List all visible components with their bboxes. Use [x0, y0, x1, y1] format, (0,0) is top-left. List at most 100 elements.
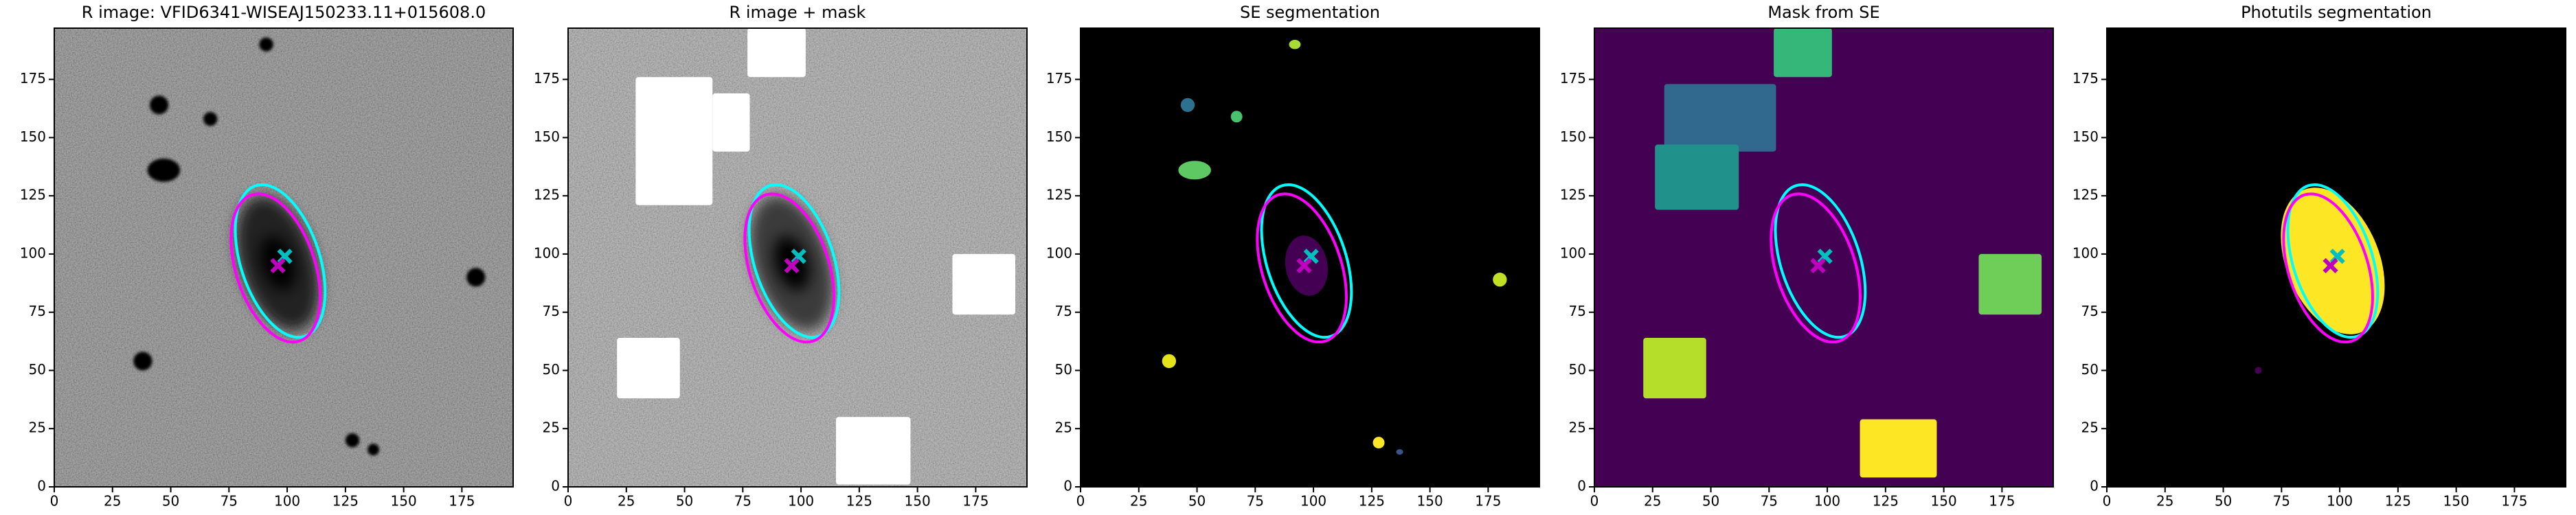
region [747, 28, 806, 78]
panel-title: R image + mask [730, 3, 866, 22]
image-area [568, 28, 1027, 487]
x-tick-label: 75 [2273, 493, 2290, 510]
y-tick-label: 75 [1055, 303, 1072, 319]
x-tick-label: 75 [1761, 493, 1778, 510]
region [1774, 28, 1832, 78]
y-tick-label: 175 [2072, 70, 2099, 87]
fit-ellipse [1256, 192, 1348, 344]
y-tick-label: 175 [534, 70, 560, 87]
region [1643, 337, 1706, 399]
x-tick-label: 100 [788, 493, 814, 510]
y-tick-label: 100 [534, 244, 560, 261]
y-tick-label: 50 [1569, 361, 1586, 378]
y-tick-label: 150 [20, 128, 46, 145]
y-tick-label: 25 [1569, 420, 1586, 436]
axes-frame [1080, 27, 1540, 488]
source [203, 112, 218, 126]
source [1396, 449, 1403, 455]
image-area [1594, 28, 2053, 487]
x-tick-label: 25 [1644, 493, 1661, 510]
source [259, 37, 273, 52]
x-tick-label: 100 [2327, 493, 2353, 510]
y-tick-label: 0 [1577, 478, 1586, 494]
x-tick-label: 75 [734, 493, 752, 510]
x-tick-label: 50 [2215, 493, 2232, 510]
y-tick-label: 50 [2081, 361, 2099, 378]
fit-ellipse [1260, 183, 1353, 339]
y-tick-label: 50 [1055, 361, 1072, 378]
y-tick-label: 125 [534, 187, 560, 203]
source [1372, 437, 1385, 449]
y-tick-label: 125 [1560, 187, 1586, 203]
region [1664, 84, 1776, 152]
source [133, 352, 152, 371]
y-tick-label: 150 [534, 128, 560, 145]
center-marker [1296, 258, 1312, 273]
x-tick-label: 100 [1300, 493, 1326, 510]
y-tick-label: 25 [2081, 420, 2099, 436]
y-tick-label: 175 [1560, 70, 1586, 87]
panel: 0 25 50 75 100 125 150 175 0 25 50 75 100 125 150 175 Ph… [2072, 3, 2566, 510]
region [617, 337, 680, 399]
region [1978, 253, 2042, 315]
y-tick-label: 75 [2081, 303, 2099, 319]
y-tick-label: 0 [551, 478, 560, 494]
region [635, 77, 713, 205]
x-tick-label: 150 [1417, 493, 1443, 510]
y-tick-label: 125 [1046, 187, 1072, 203]
y-tick-label: 25 [1055, 420, 1072, 436]
fit-ellipse [234, 183, 327, 339]
x-tick-label: 25 [104, 493, 121, 510]
y-tick-label: 100 [1560, 244, 1586, 261]
source [1230, 111, 1243, 123]
x-tick-label: 0 [1076, 493, 1085, 510]
fit-ellipse [2286, 183, 2380, 339]
axes-frame [2106, 27, 2566, 488]
region [835, 417, 911, 485]
y-tick-label: 175 [1046, 70, 1072, 87]
fit-ellipse [229, 192, 321, 344]
fit-ellipse [747, 183, 841, 339]
y-tick-label: 150 [1560, 128, 1586, 145]
axes-frame [567, 27, 1028, 488]
fit-ellipse [2282, 192, 2374, 344]
panel-title: Photutils segmentation [2241, 3, 2432, 22]
x-tick-label: 75 [221, 493, 238, 510]
source [1178, 161, 1211, 180]
x-tick-label: 175 [1989, 493, 2015, 510]
x-tick-label: 0 [2103, 493, 2112, 510]
y-tick-label: 50 [29, 361, 46, 378]
x-tick-label: 25 [1130, 493, 1147, 510]
panel: 0 25 50 75 100 125 150 175 0 25 50 75 100 125 150 175 Ma… [1560, 3, 2054, 510]
x-tick-label: 25 [2156, 493, 2173, 510]
x-tick-label: 150 [905, 493, 931, 510]
source [147, 158, 181, 182]
x-tick-label: 25 [618, 493, 635, 510]
y-tick-label: 75 [1569, 303, 1586, 319]
source [1180, 98, 1195, 113]
source [345, 433, 360, 448]
x-tick-label: 50 [162, 493, 179, 510]
region [712, 93, 750, 152]
x-tick-label: 150 [2443, 493, 2470, 510]
source [466, 268, 486, 287]
y-tick-label: 0 [1063, 478, 1072, 494]
panel: 0 25 50 75 100 125 150 175 0 25 50 75 100 125 150 175 SE… [1046, 3, 1540, 510]
x-tick-label: 0 [50, 493, 59, 510]
x-tick-label: 150 [391, 493, 417, 510]
x-tick-label: 175 [962, 493, 988, 510]
y-tick-label: 125 [2072, 187, 2099, 203]
x-tick-label: 125 [1873, 493, 1899, 510]
source [1162, 354, 1177, 369]
center-marker [2323, 258, 2338, 273]
x-tick-label: 0 [1590, 493, 1599, 510]
source [2255, 367, 2262, 374]
x-tick-label: 50 [1188, 493, 1206, 510]
y-tick-label: 75 [29, 303, 46, 319]
x-tick-label: 50 [676, 493, 693, 510]
x-tick-label: 75 [1247, 493, 1264, 510]
x-tick-label: 125 [1359, 493, 1385, 510]
y-tick-label: 150 [2072, 128, 2099, 145]
y-tick-label: 0 [37, 478, 46, 494]
